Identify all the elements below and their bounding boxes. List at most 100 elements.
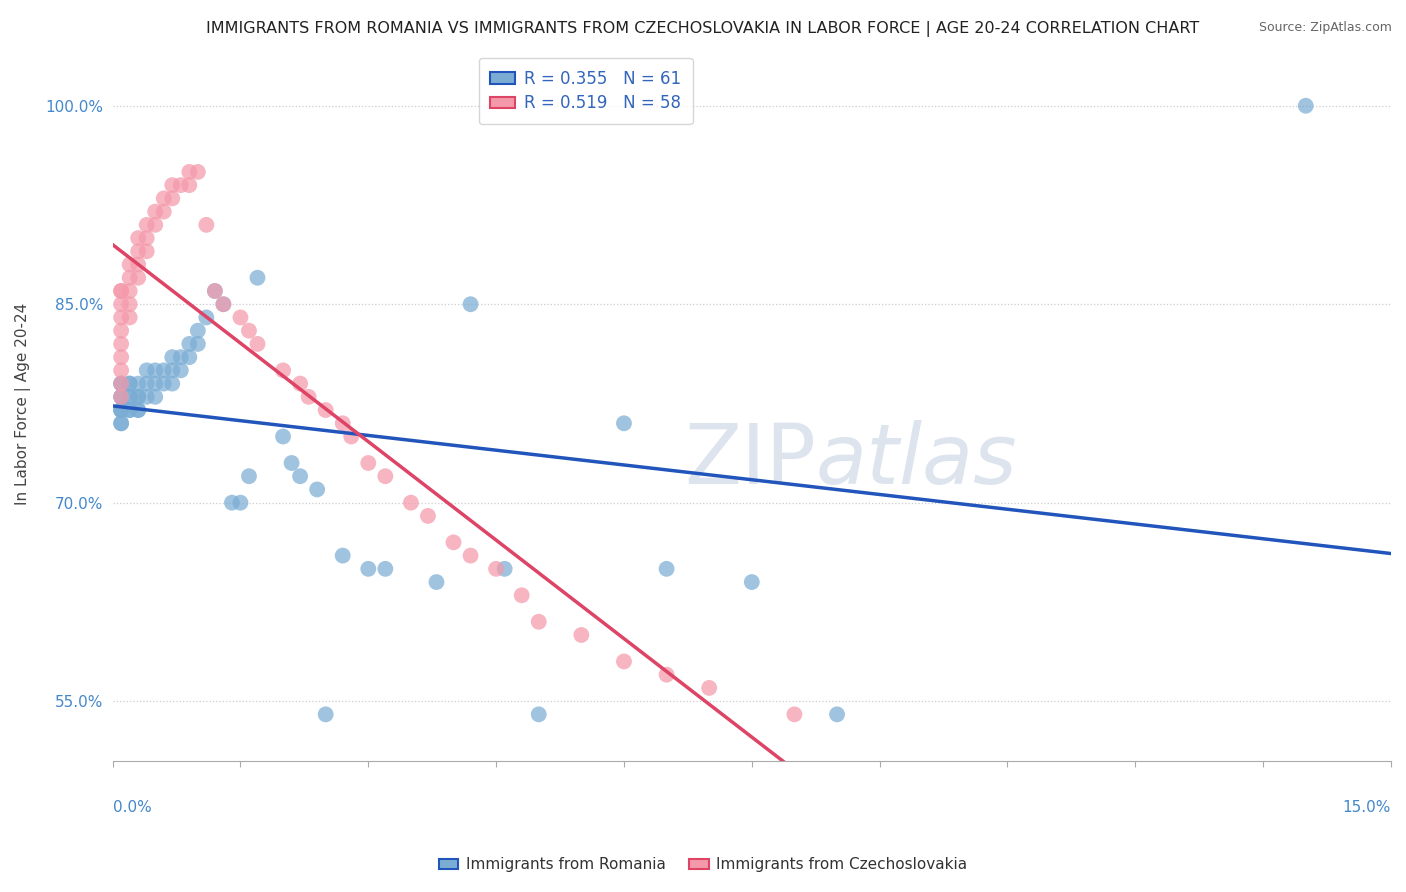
Text: IMMIGRANTS FROM ROMANIA VS IMMIGRANTS FROM CZECHOSLOVAKIA IN LABOR FORCE | AGE 2: IMMIGRANTS FROM ROMANIA VS IMMIGRANTS FR… (207, 21, 1199, 37)
Point (135, 231, 157, 245)
Point (127, 270, 149, 285)
Point (127, 258, 149, 272)
Point (187, 337, 209, 351)
Point (288, 469, 311, 483)
Point (298, 390, 321, 404)
Point (443, 535, 465, 549)
Point (110, 324, 132, 338)
Point (613, 417, 636, 431)
Point (118, 310, 141, 325)
Point (127, 390, 149, 404)
Point (187, 165, 209, 179)
Point (162, 178, 184, 193)
Point (152, 191, 174, 205)
Point (229, 310, 252, 325)
Point (118, 376, 141, 391)
Point (110, 376, 132, 391)
Text: ZIP: ZIP (683, 420, 815, 501)
Point (229, 496, 252, 510)
Point (110, 337, 132, 351)
Point (246, 337, 269, 351)
Point (110, 310, 132, 325)
Point (110, 376, 132, 391)
Point (110, 297, 132, 311)
Point (212, 297, 235, 311)
Point (399, 496, 422, 510)
Point (143, 376, 166, 391)
Point (425, 575, 447, 590)
Point (110, 376, 132, 391)
Point (179, 178, 201, 193)
Text: atlas: atlas (815, 420, 1018, 501)
Point (655, 667, 678, 681)
Point (110, 403, 132, 417)
Point (110, 417, 132, 431)
Point (271, 429, 294, 443)
Point (613, 655, 636, 669)
Point (127, 403, 149, 417)
Point (143, 218, 166, 232)
Text: 15.0%: 15.0% (1343, 799, 1391, 814)
Point (783, 707, 806, 722)
Point (280, 456, 302, 470)
Point (110, 284, 132, 298)
Text: 0.0%: 0.0% (112, 799, 152, 814)
Legend: R = 0.355   N = 61, R = 0.519   N = 58: R = 0.355 N = 61, R = 0.519 N = 58 (478, 58, 693, 124)
Point (315, 403, 337, 417)
Point (271, 363, 294, 377)
Point (340, 429, 363, 443)
Point (127, 231, 149, 245)
Point (179, 350, 201, 364)
Point (416, 508, 439, 523)
Point (741, 575, 763, 590)
Point (494, 562, 516, 576)
Point (485, 562, 508, 576)
Point (118, 390, 141, 404)
Point (315, 707, 337, 722)
Y-axis label: In Labor Force | Age 20-24: In Labor Force | Age 20-24 (15, 302, 31, 505)
Point (127, 390, 149, 404)
Point (357, 562, 380, 576)
Point (118, 403, 141, 417)
Point (162, 363, 184, 377)
Point (238, 324, 260, 338)
Point (118, 284, 141, 298)
Point (127, 244, 149, 259)
Point (655, 562, 678, 576)
Point (510, 588, 533, 602)
Point (143, 363, 166, 377)
Point (374, 469, 396, 483)
Legend: Immigrants from Romania, Immigrants from Czechoslovakia: Immigrants from Romania, Immigrants from… (430, 849, 976, 880)
Point (118, 403, 141, 417)
Point (110, 390, 132, 404)
Point (357, 456, 380, 470)
Point (170, 178, 193, 193)
Point (135, 376, 157, 391)
Point (143, 204, 166, 219)
Point (195, 310, 218, 325)
Point (307, 483, 329, 497)
Point (118, 297, 141, 311)
Point (135, 390, 157, 404)
Point (118, 376, 141, 391)
Point (135, 218, 157, 232)
Point (152, 204, 174, 219)
Point (162, 350, 184, 364)
Point (527, 615, 550, 629)
Point (110, 403, 132, 417)
Point (110, 390, 132, 404)
Point (179, 337, 201, 351)
Point (569, 628, 592, 642)
Point (1295, 99, 1317, 113)
Point (460, 549, 482, 563)
Point (527, 707, 550, 722)
Point (374, 562, 396, 576)
Point (187, 324, 209, 338)
Point (212, 297, 235, 311)
Point (195, 218, 218, 232)
Point (332, 549, 354, 563)
Point (162, 191, 184, 205)
Point (110, 284, 132, 298)
Point (238, 469, 260, 483)
Point (332, 417, 354, 431)
